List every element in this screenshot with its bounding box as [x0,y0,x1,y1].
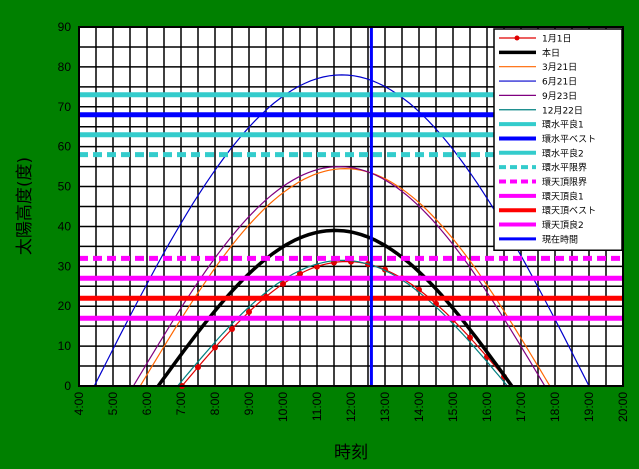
x-tick-label: 6:00 [140,392,154,416]
legend-label: 6月21日 [542,77,577,88]
series-point [297,270,303,277]
x-tick-label: 16:00 [480,392,494,422]
x-tick-label: 14:00 [412,392,426,422]
legend-label: 3月21日 [542,62,577,73]
x-tick-label: 20:00 [616,392,630,422]
legend-label: 環水平良2 [542,147,584,159]
series-point [229,325,235,332]
series-point [280,280,286,287]
y-tick-label: 70 [58,100,72,114]
legend-label: 環天頂良2 [542,219,584,231]
series-line-1月1日 [181,260,513,387]
series-point [212,344,218,351]
x-tick-label: 15:00 [446,392,460,422]
legend-label: 1月1日 [542,34,571,45]
x-tick-label: 13:00 [378,392,392,422]
x-axis-label: 時刻 [334,443,368,463]
legend-label: 環水平限界 [542,162,587,174]
legend-label: 現在時間 [542,233,578,245]
x-tick-label: 4:00 [72,392,86,416]
y-axis-label: 太陽高度(度) [15,157,35,255]
y-tick-label: 50 [58,180,72,194]
series-point [467,334,473,341]
y-tick-label: 0 [64,379,71,393]
x-tick-label: 9:00 [242,392,256,416]
x-tick-label: 8:00 [208,392,222,416]
y-tick-label: 90 [58,20,72,34]
x-tick-label: 12:00 [344,392,358,422]
y-tick-label: 60 [58,140,72,154]
legend-label: 9月23日 [542,91,577,102]
series-point [195,364,201,371]
y-tick-label: 10 [58,339,72,353]
legend-label: 環天頂限界 [542,177,587,188]
legend-label: 本日 [542,47,560,59]
legend-marker [514,35,520,41]
axes: 0 10 20 30 40 50 60 70 80 90 4:00 5:00 6:00 7:00 8:00 9… [58,20,630,422]
series-line-本日 [156,228,514,388]
x-tick-label: 11:00 [310,392,324,421]
series-point [246,308,252,315]
legend-label: 12月22日 [542,105,583,116]
x-tick-label: 5:00 [106,392,120,416]
y-tick-label: 80 [58,60,72,74]
y-tick-label: 40 [58,219,72,233]
legend-label: 環天頂良1 [542,190,584,202]
legend-label: 環水平良1 [542,119,584,131]
legend-label: 環水平ベスト [542,133,596,145]
x-tick-label: 19:00 [582,392,596,422]
y-tick-label: 30 [58,259,72,273]
plot-border [78,26,624,387]
x-tick-label: 17:00 [514,392,528,422]
x-tick-label: 10:00 [276,392,290,422]
x-tick-label: 18:00 [548,392,562,422]
x-tick-label: 7:00 [174,392,188,416]
y-tick-label: 20 [58,299,72,313]
legend-label: 環天頂ベスト [542,206,596,217]
series-line-12月22日 [177,259,508,387]
